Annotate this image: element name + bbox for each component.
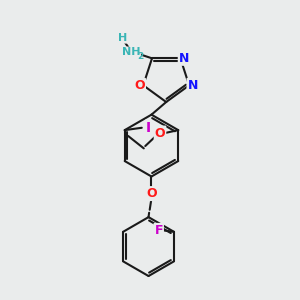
Text: F: F [154,224,163,237]
Text: O: O [146,187,157,200]
Text: NH: NH [122,47,140,57]
Text: N: N [179,52,189,65]
Text: O: O [134,79,145,92]
Text: 2: 2 [137,52,143,61]
Text: N: N [188,79,198,92]
Text: I: I [146,121,151,135]
Text: H: H [118,33,127,43]
Text: O: O [155,127,165,140]
